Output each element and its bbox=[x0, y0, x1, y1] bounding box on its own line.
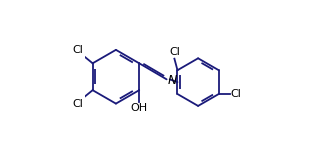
Text: N: N bbox=[168, 74, 177, 87]
Text: Cl: Cl bbox=[73, 45, 83, 55]
Text: Cl: Cl bbox=[169, 47, 180, 58]
Text: OH: OH bbox=[131, 103, 148, 113]
Text: Cl: Cl bbox=[73, 99, 83, 109]
Text: Cl: Cl bbox=[231, 89, 241, 99]
